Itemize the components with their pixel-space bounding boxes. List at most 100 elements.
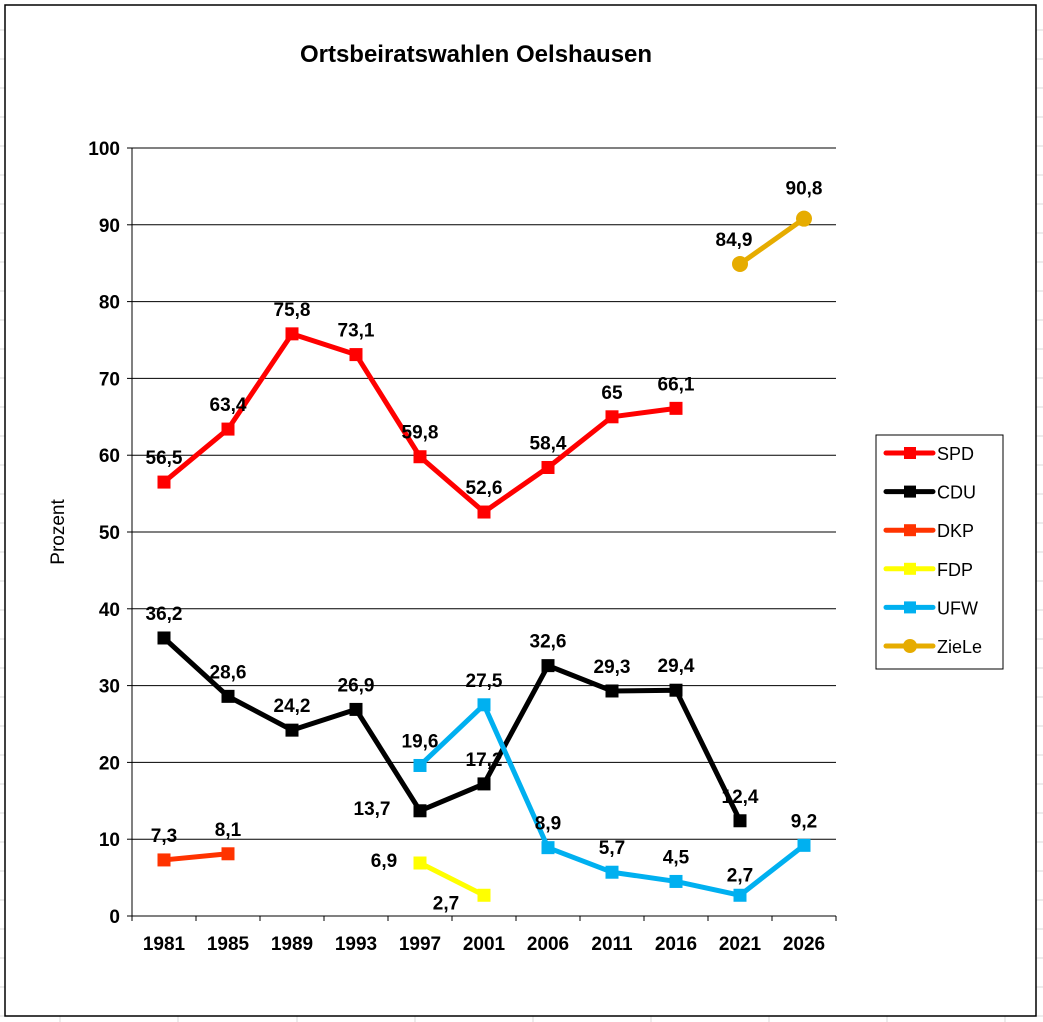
- data-point: [605, 865, 619, 879]
- data-point: [541, 460, 555, 474]
- legend-marker: [904, 562, 916, 575]
- legend-label: ZieLe: [937, 637, 982, 657]
- legend-label: UFW: [937, 598, 978, 618]
- data-label: 28,6: [210, 662, 247, 683]
- spreadsheet-gridlines: [0, 29, 1043, 1022]
- data-point: [733, 888, 747, 902]
- x-tick-label: 1993: [335, 934, 377, 955]
- legend-marker: [903, 639, 917, 653]
- x-tick-label: 2026: [783, 934, 825, 955]
- data-label: 4,5: [663, 847, 690, 868]
- data-label: 56,5: [146, 448, 183, 469]
- x-tick-label: 1997: [399, 934, 441, 955]
- data-point: [605, 410, 619, 424]
- x-tick-label: 2001: [463, 934, 506, 955]
- data-point: [157, 853, 171, 867]
- data-label: 63,4: [210, 395, 247, 416]
- data-label: 32,6: [530, 632, 567, 653]
- data-point: [221, 422, 235, 436]
- data-label: 75,8: [274, 300, 311, 321]
- data-point: [541, 841, 555, 855]
- data-label: 84,9: [716, 230, 753, 251]
- data-point: [669, 401, 683, 415]
- data-label: 5,7: [599, 838, 625, 859]
- data-label: 9,2: [791, 811, 817, 832]
- data-label: 26,9: [338, 675, 375, 696]
- x-tick-label: 1989: [271, 934, 313, 955]
- data-label: 65: [601, 383, 623, 404]
- y-axis-label: Prozent: [48, 499, 69, 565]
- legend-label: FDP: [937, 560, 973, 580]
- data-label: 17,2: [466, 750, 503, 771]
- data-label: 29,3: [594, 657, 631, 678]
- data-point: [221, 847, 235, 861]
- chart-title: Ortsbeiratswahlen Oelshausen: [300, 41, 652, 68]
- legend-box: [875, 434, 1004, 670]
- legend-marker: [904, 601, 916, 614]
- data-point: [732, 255, 748, 272]
- data-label: 59,8: [402, 423, 439, 444]
- data-point: [796, 210, 812, 227]
- data-point: [605, 684, 619, 698]
- data-point: [669, 683, 683, 697]
- y-tick-label: 10: [99, 830, 120, 851]
- series-line-dkp: [163, 851, 229, 863]
- data-point: [477, 505, 491, 519]
- data-label: 24,2: [274, 696, 311, 717]
- y-tick-label: 60: [99, 446, 120, 467]
- data-point: [285, 327, 299, 341]
- y-tick-label: 20: [99, 753, 120, 774]
- x-tick-label: 1985: [207, 934, 250, 955]
- y-tick-label: 80: [99, 293, 120, 314]
- legend-marker: [904, 447, 916, 459]
- chart-area: [4, 4, 1037, 1017]
- data-point: [669, 874, 683, 888]
- y-tick-label: 90: [99, 216, 120, 237]
- y-tick-label: 30: [99, 677, 120, 698]
- y-tick-label: 70: [99, 369, 120, 390]
- data-label: 2,7: [727, 865, 753, 886]
- data-point: [477, 698, 491, 712]
- data-point: [221, 689, 235, 703]
- data-label: 8,9: [535, 814, 561, 835]
- x-tick-label: 2011: [591, 934, 633, 955]
- data-point: [413, 804, 427, 818]
- data-label: 6,9: [371, 851, 397, 872]
- data-point: [349, 348, 363, 362]
- data-point: [349, 702, 363, 716]
- legend-label: DKP: [937, 521, 974, 541]
- y-tick-label: 50: [99, 523, 120, 544]
- data-label: 29,4: [658, 656, 695, 677]
- data-label: 19,6: [402, 731, 439, 752]
- data-label: 52,6: [466, 478, 503, 499]
- data-label: 13,7: [354, 799, 391, 820]
- data-point: [157, 475, 171, 489]
- data-label: 2,7: [433, 893, 459, 914]
- data-point: [413, 758, 427, 772]
- data-label: 8,1: [215, 820, 242, 841]
- series-line-cdu: [162, 636, 743, 822]
- y-tick-label: 100: [88, 139, 120, 160]
- data-label: 12,4: [722, 787, 759, 808]
- data-label: 73,1: [338, 321, 375, 342]
- x-tick-label: 2021: [719, 934, 762, 955]
- data-point: [797, 838, 811, 852]
- x-tick-label: 2006: [527, 934, 569, 955]
- data-point: [157, 631, 171, 645]
- data-label: 90,8: [786, 179, 823, 200]
- legend-label: CDU: [937, 483, 976, 503]
- data-label: 36,2: [146, 604, 183, 625]
- x-tick-label: 1981: [143, 934, 186, 955]
- series-line-fdp: [418, 860, 486, 898]
- legend-label: SPD: [937, 444, 974, 464]
- y-tick-label: 0: [109, 907, 120, 928]
- data-point: [541, 659, 555, 673]
- data-point: [477, 888, 491, 902]
- y-tick-label: 40: [99, 600, 120, 621]
- x-tick-label: 2016: [655, 934, 697, 955]
- legend-marker: [904, 485, 916, 498]
- data-point: [285, 723, 299, 737]
- data-label: 27,5: [466, 671, 503, 692]
- data-point: [733, 814, 747, 828]
